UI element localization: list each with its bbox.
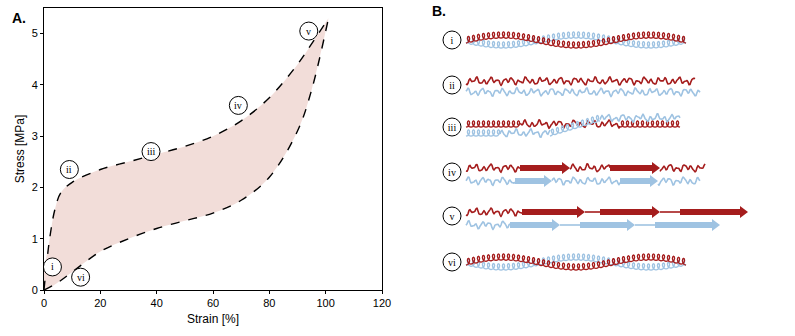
svg-text:120: 120 xyxy=(373,297,391,309)
svg-text:40: 40 xyxy=(151,297,163,309)
svg-text:3: 3 xyxy=(32,130,38,142)
svg-text:20: 20 xyxy=(94,297,106,309)
svg-text:i: i xyxy=(451,35,454,46)
svg-text:vi: vi xyxy=(77,272,85,283)
svg-text:100: 100 xyxy=(316,297,334,309)
svg-text:A.: A. xyxy=(12,10,26,26)
svg-text:B.: B. xyxy=(432,3,446,19)
svg-text:80: 80 xyxy=(263,297,275,309)
svg-text:2: 2 xyxy=(32,181,38,193)
svg-text:5: 5 xyxy=(32,27,38,39)
svg-text:ii: ii xyxy=(449,80,455,91)
svg-text:v: v xyxy=(450,211,455,222)
svg-text:ii: ii xyxy=(66,164,72,175)
svg-text:iv: iv xyxy=(234,100,242,111)
svg-text:i: i xyxy=(51,261,54,272)
svg-text:Strain [%]: Strain [%] xyxy=(187,312,239,326)
svg-text:1: 1 xyxy=(32,233,38,245)
svg-text:60: 60 xyxy=(207,297,219,309)
svg-text:iv: iv xyxy=(448,167,456,178)
svg-text:vi: vi xyxy=(448,257,456,268)
svg-text:iii: iii xyxy=(147,146,156,157)
svg-text:0: 0 xyxy=(41,297,47,309)
svg-text:Stress [MPa]: Stress [MPa] xyxy=(13,115,27,184)
svg-text:v: v xyxy=(306,26,311,37)
svg-text:iii: iii xyxy=(448,122,457,133)
svg-text:0: 0 xyxy=(32,284,38,296)
svg-text:4: 4 xyxy=(32,79,38,91)
